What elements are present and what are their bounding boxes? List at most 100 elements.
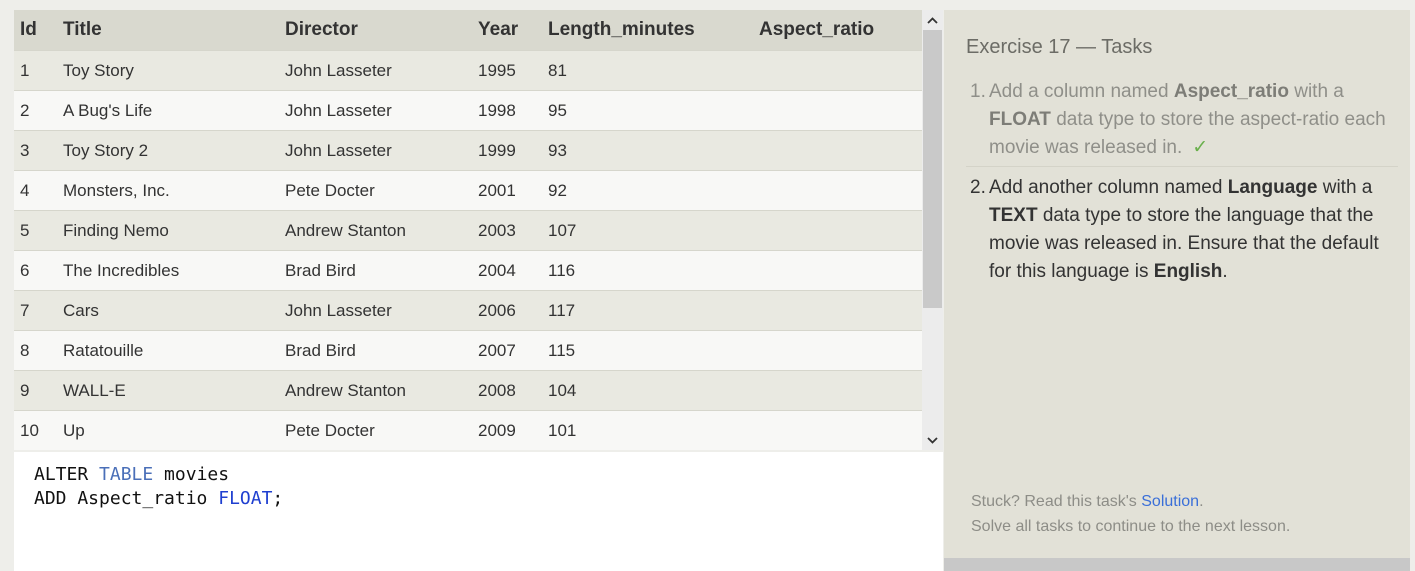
cell-title: Monsters, Inc. (63, 170, 285, 211)
cell-id: 5 (14, 210, 63, 251)
cell-length-minutes: 81 (548, 50, 759, 91)
column-header-aspect-ratio: Aspect_ratio (759, 10, 922, 51)
tasks-panel: Exercise 17 — Tasks 1. Add a column name… (944, 10, 1410, 558)
cell-title: Finding Nemo (63, 210, 285, 251)
bottom-bar (944, 558, 1410, 571)
code-content[interactable]: ALTER TABLE movies ADD Aspect_ratio FLOA… (34, 463, 283, 511)
code-line-2: ADD Aspect_ratio FLOAT; (34, 488, 284, 509)
chevron-down-icon (927, 436, 938, 444)
cell-aspect-ratio (759, 50, 922, 91)
cell-aspect-ratio (759, 370, 922, 411)
scroll-down-button[interactable] (922, 430, 943, 450)
cell-director: John Lasseter (285, 130, 478, 171)
table-row: 1 Toy Story John Lasseter 1995 81 (14, 50, 922, 91)
cell-title: Ratatouille (63, 330, 285, 371)
cell-length-minutes: 115 (548, 330, 759, 371)
column-header-id: Id (14, 10, 63, 51)
solution-link[interactable]: Solution (1141, 493, 1200, 510)
cell-length-minutes: 101 (548, 410, 759, 450)
cell-title: Up (63, 410, 285, 450)
cell-id: 10 (14, 410, 63, 450)
cell-title: Cars (63, 290, 285, 331)
column-header-title: Title (63, 10, 285, 51)
column-header-director: Director (285, 10, 478, 51)
cell-id: 9 (14, 370, 63, 411)
code-line-1: ALTER TABLE movies (34, 464, 230, 485)
cell-id: 3 (14, 130, 63, 171)
task-divider (966, 166, 1398, 167)
cell-title: The Incredibles (63, 250, 285, 291)
cell-title: A Bug's Life (63, 90, 285, 131)
table-row: 8 Ratatouille Brad Bird 2007 115 (14, 330, 922, 371)
table-row: 10 Up Pete Docter 2009 101 (14, 410, 922, 450)
column-header-length-minutes: Length_minutes (548, 10, 759, 51)
cell-aspect-ratio (759, 210, 922, 251)
cell-director: Andrew Stanton (285, 370, 478, 411)
scroll-thumb[interactable] (923, 30, 942, 308)
cell-length-minutes: 117 (548, 290, 759, 331)
cell-year: 2004 (478, 250, 548, 291)
cell-length-minutes: 116 (548, 250, 759, 291)
cell-length-minutes: 95 (548, 90, 759, 131)
table-row: 4 Monsters, Inc. Pete Docter 2001 92 (14, 170, 922, 211)
cell-director: Pete Docter (285, 410, 478, 450)
cell-id: 4 (14, 170, 63, 211)
cell-year: 1999 (478, 130, 548, 171)
column-header-year: Year (478, 10, 548, 51)
cell-director: John Lasseter (285, 290, 478, 331)
cell-director: Andrew Stanton (285, 210, 478, 251)
cell-year: 1998 (478, 90, 548, 131)
task-item-1: 1. Add a column named Aspect_ratio with … (970, 81, 1386, 158)
cell-id: 7 (14, 290, 63, 331)
task-item-2: 2. Add another column named Language wit… (970, 177, 1379, 282)
cell-director: Pete Docter (285, 170, 478, 211)
keyword-float: FLOAT (218, 488, 273, 509)
cell-title: Toy Story 2 (63, 130, 285, 171)
results-table-panel: Id Title Director Year Length_minutes As… (14, 10, 922, 450)
cell-director: John Lasseter (285, 50, 478, 91)
cell-title: Toy Story (63, 50, 285, 91)
table-row: 9 WALL-E Andrew Stanton 2008 104 (14, 370, 922, 411)
cell-id: 6 (14, 250, 63, 291)
cell-aspect-ratio (759, 170, 922, 211)
check-icon: ✓ (1192, 137, 1209, 158)
table-row: 3 Toy Story 2 John Lasseter 1999 93 (14, 130, 922, 171)
results-table: Id Title Director Year Length_minutes As… (14, 10, 922, 450)
table-row: 7 Cars John Lasseter 2006 117 (14, 290, 922, 331)
cell-year: 2003 (478, 210, 548, 251)
sql-editor[interactable]: ALTER TABLE movies ADD Aspect_ratio FLOA… (14, 452, 943, 571)
cell-id: 8 (14, 330, 63, 371)
cell-aspect-ratio (759, 90, 922, 131)
cell-aspect-ratio (759, 290, 922, 331)
exercise-title: Exercise 17 — Tasks (966, 36, 1153, 58)
stuck-hint: Stuck? Read this task's Solution. (971, 493, 1204, 510)
table-row: 5 Finding Nemo Andrew Stanton 2003 107 (14, 210, 922, 251)
cell-year: 2001 (478, 170, 548, 211)
cell-year: 2008 (478, 370, 548, 411)
cell-id: 1 (14, 50, 63, 91)
table-header-row: Id Title Director Year Length_minutes As… (14, 10, 922, 51)
chevron-up-icon (927, 16, 938, 24)
cell-aspect-ratio (759, 410, 922, 450)
cell-year: 1995 (478, 50, 548, 91)
cell-title: WALL-E (63, 370, 285, 411)
cell-length-minutes: 93 (548, 130, 759, 171)
cell-director: John Lasseter (285, 90, 478, 131)
cell-id: 2 (14, 90, 63, 131)
results-scrollbar[interactable] (922, 10, 943, 450)
cell-length-minutes: 107 (548, 210, 759, 251)
cell-director: Brad Bird (285, 250, 478, 291)
cell-aspect-ratio (759, 130, 922, 171)
cell-year: 2006 (478, 290, 548, 331)
table-row: 6 The Incredibles Brad Bird 2004 116 (14, 250, 922, 291)
continue-hint: Solve all tasks to continue to the next … (971, 518, 1291, 535)
keyword-table: TABLE (99, 464, 154, 485)
cell-length-minutes: 92 (548, 170, 759, 211)
cell-year: 2009 (478, 410, 548, 450)
scroll-up-button[interactable] (922, 10, 943, 30)
cell-aspect-ratio (759, 250, 922, 291)
cell-aspect-ratio (759, 330, 922, 371)
cell-director: Brad Bird (285, 330, 478, 371)
cell-year: 2007 (478, 330, 548, 371)
